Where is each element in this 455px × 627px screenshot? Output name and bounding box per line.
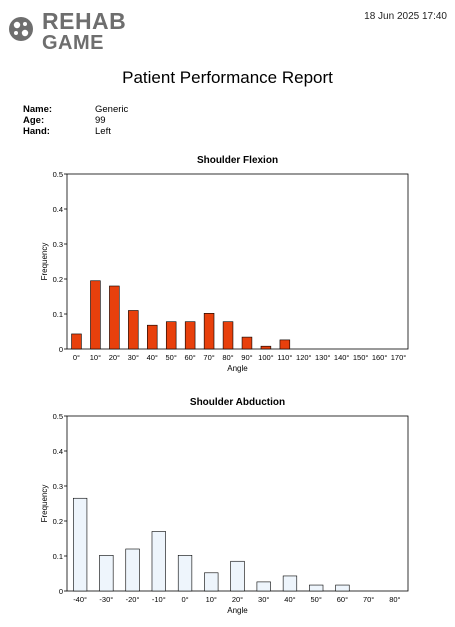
flexion-x-tick-label: 70° [203, 353, 214, 362]
flexion-x-axis-label: Angle [227, 364, 248, 373]
abduction-y-tick-label: 0.1 [53, 552, 63, 561]
flexion-y-tick-label: 0.5 [53, 170, 63, 179]
flexion-bar [203, 313, 215, 350]
flexion-bar [90, 280, 101, 350]
logo-text-rehab: REHAB [42, 8, 127, 34]
rehab-game-logo: REHAB GAME [8, 10, 138, 54]
flexion-bar [184, 321, 196, 350]
abduction-x-tick-label: 40° [284, 595, 295, 604]
shoulder-abduction-chart-svg: Shoulder Abduction 0 0.1 0.2 0.3 0.4 0.5 -40° -3… [40, 397, 409, 615]
flexion-x-tick-label: 140° [334, 353, 350, 362]
flexion-x-tick-label: 110° [277, 353, 292, 362]
flexion-bar [241, 336, 253, 350]
abduction-bar [99, 555, 114, 592]
patient-hand-row: Hand: Left [23, 126, 128, 137]
abduction-x-tick-label: 60° [337, 595, 348, 604]
report-datetime: 18 Jun 2025 17:40 [364, 11, 447, 22]
logo-text-game: GAME [42, 32, 104, 54]
flexion-x-tick-label: 0° [73, 353, 80, 362]
patient-age-label: Age: [23, 115, 45, 126]
shoulder-flexion-chart: Shoulder Flexion 0 0.1 0.2 0.3 0.4 0.5 0° 10° 20°… [0, 150, 455, 380]
abduction-x-tick-label: 10° [206, 595, 217, 604]
shoulder-abduction-chart: Shoulder Abduction 0 0.1 0.2 0.3 0.4 0.5 -40° -3… [0, 392, 455, 622]
patient-age-row: Age: 99 [23, 115, 128, 126]
flexion-bar [71, 333, 82, 350]
patient-name-label: Name: [23, 104, 53, 115]
abduction-bar [256, 581, 271, 592]
abduction-bar [204, 572, 219, 592]
flexion-bar [222, 321, 234, 350]
abduction-x-tick-label: 70° [363, 595, 374, 604]
flexion-plot-frame [66, 173, 409, 350]
flexion-bar [279, 339, 291, 350]
flexion-x-tick-label: 60° [184, 353, 195, 362]
abduction-y-tick-label: 0.3 [53, 482, 63, 491]
abduction-bar [72, 497, 88, 592]
flexion-x-tick-label: 100° [258, 353, 274, 362]
patient-name-row: Name: Generic [23, 104, 128, 115]
flexion-y-tick-label: 0.3 [53, 240, 63, 249]
patient-hand-value: Left [95, 126, 111, 137]
shoulder-flexion-chart-svg: Shoulder Flexion 0 0.1 0.2 0.3 0.4 0.5 0° 10° 20°… [40, 155, 409, 373]
flexion-x-tick-label: 20° [109, 353, 120, 362]
patient-hand-label: Hand: [23, 126, 50, 137]
flexion-x-tick-label: 80° [222, 353, 233, 362]
patient-age-value: 99 [95, 115, 106, 126]
abduction-bar [125, 548, 140, 592]
abduction-x-tick-label: -40° [73, 595, 87, 604]
flexion-bar [128, 310, 139, 350]
abduction-y-axis-label: Frequency [40, 485, 49, 523]
flexion-y-tick-label: 0.1 [53, 310, 63, 319]
flexion-bar [165, 321, 177, 350]
logo-icon [9, 17, 33, 41]
abduction-bar [309, 584, 324, 592]
abduction-x-tick-label: -10° [152, 595, 166, 604]
abduction-x-tick-label: 20° [232, 595, 243, 604]
flexion-x-tick-label: 40° [147, 353, 158, 362]
flexion-x-tick-label: 170° [391, 353, 407, 362]
abduction-bar [335, 584, 350, 592]
flexion-x-tick-label: 50° [166, 353, 177, 362]
abduction-x-tick-label: 30° [258, 595, 269, 604]
flexion-x-tick-label: 150° [353, 353, 369, 362]
abduction-y-tick-label: 0 [59, 587, 63, 596]
flexion-y-tick-label: 0.4 [53, 205, 63, 214]
abduction-bar [282, 575, 298, 592]
patient-name-value: Generic [95, 104, 129, 115]
abduction-x-axis-label: Angle [227, 606, 248, 615]
flexion-bar [147, 324, 158, 350]
report-title: Patient Performance Report [122, 68, 333, 87]
flexion-y-tick-label: 0.2 [53, 275, 63, 284]
flexion-x-tick-label: 10° [90, 353, 101, 362]
abduction-y-tick-label: 0.2 [53, 517, 63, 526]
abduction-x-tick-label: -20° [126, 595, 140, 604]
flexion-bar [109, 285, 120, 350]
flexion-x-tick-label: 160° [372, 353, 388, 362]
flexion-bar [260, 345, 272, 350]
abduction-bar [151, 531, 166, 592]
flexion-x-tick-label: 130° [315, 353, 331, 362]
flexion-title: Shoulder Flexion [197, 155, 278, 166]
abduction-y-tick-label: 0.4 [53, 447, 63, 456]
flexion-y-tick-label: 0 [59, 345, 63, 354]
abduction-bar [230, 560, 245, 592]
abduction-bar [177, 555, 193, 592]
abduction-x-tick-label: -30° [99, 595, 113, 604]
flexion-y-axis-label: Frequency [40, 243, 49, 281]
abduction-y-tick-label: 0.5 [53, 412, 63, 421]
abduction-x-tick-label: 50° [311, 595, 322, 604]
flexion-x-tick-label: 90° [241, 353, 252, 362]
patient-info: Name: Generic Age: 99 Hand: Left [23, 104, 128, 137]
abduction-x-tick-label: 80° [389, 595, 400, 604]
flexion-x-tick-label: 120° [296, 353, 312, 362]
abduction-x-tick-label: 0° [181, 595, 188, 604]
flexion-x-tick-label: 30° [128, 353, 139, 362]
abduction-title: Shoulder Abduction [190, 397, 285, 408]
